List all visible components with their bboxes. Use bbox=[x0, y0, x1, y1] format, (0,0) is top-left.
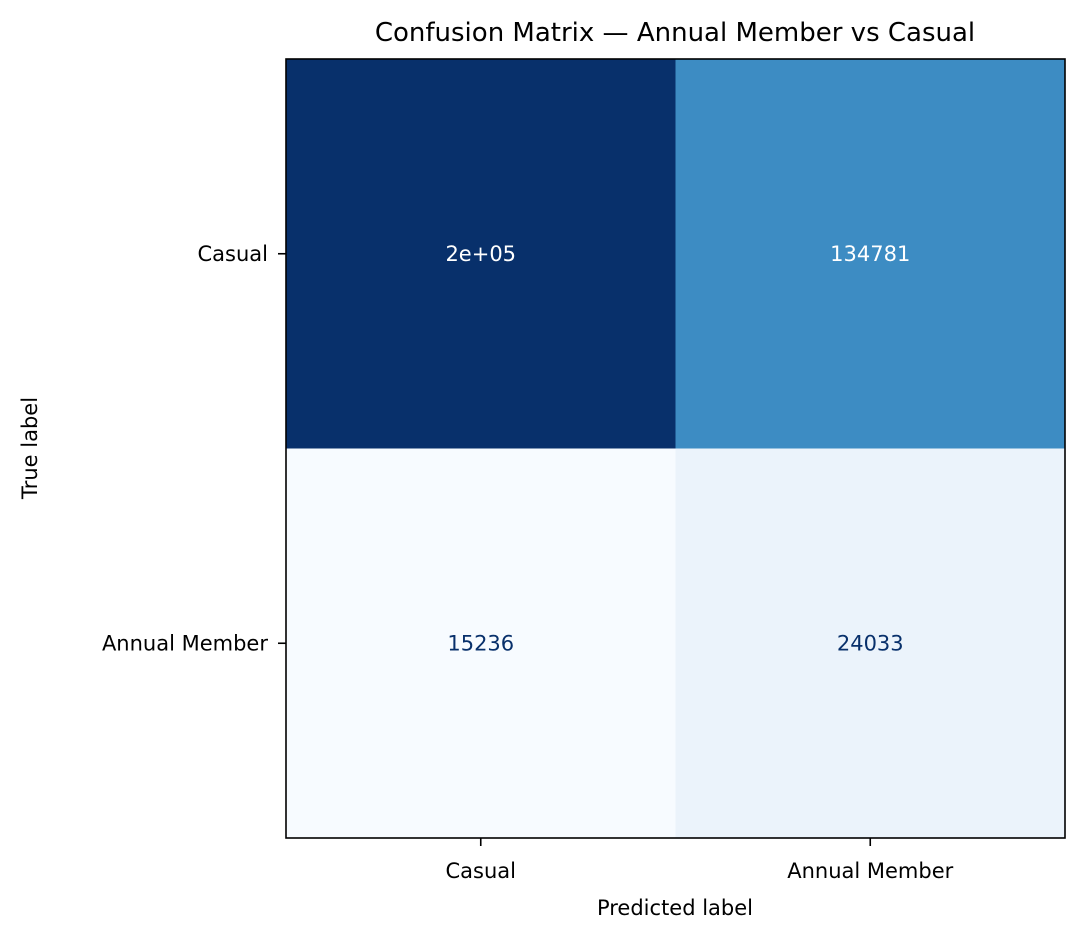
cell-value-label-r1-c0: 15236 bbox=[447, 631, 514, 655]
y-tick-label-1: Annual Member bbox=[102, 631, 268, 655]
heatmap-cells: 2e+05 134781 15236 24033 bbox=[286, 59, 1065, 838]
x-axis-label: Predicted label bbox=[597, 896, 753, 920]
y-tick-label-0: Casual bbox=[198, 242, 269, 266]
chart-title: Confusion Matrix — Annual Member vs Casu… bbox=[375, 18, 975, 48]
x-axis-ticks: Casual Annual Member bbox=[446, 838, 954, 883]
cell-value-label-r0-c0: 2e+05 bbox=[445, 242, 516, 266]
x-tick-label-0: Casual bbox=[446, 859, 517, 883]
plot-frame bbox=[285, 58, 1066, 839]
heatmap-cell-r1-c1 bbox=[675, 448, 1065, 838]
heatmap-cell-r0-c0 bbox=[286, 59, 676, 449]
heatmap-cell-r1-c0 bbox=[286, 448, 676, 838]
heatmap-cell-r0-c1 bbox=[675, 59, 1065, 449]
cell-value-label-r0-c1: 134781 bbox=[830, 242, 910, 266]
y-axis-label: True label bbox=[18, 397, 42, 500]
cell-value-label-r1-c1: 24033 bbox=[837, 631, 904, 655]
y-axis-ticks: Casual Annual Member bbox=[102, 242, 286, 655]
x-tick-label-1: Annual Member bbox=[787, 859, 953, 883]
